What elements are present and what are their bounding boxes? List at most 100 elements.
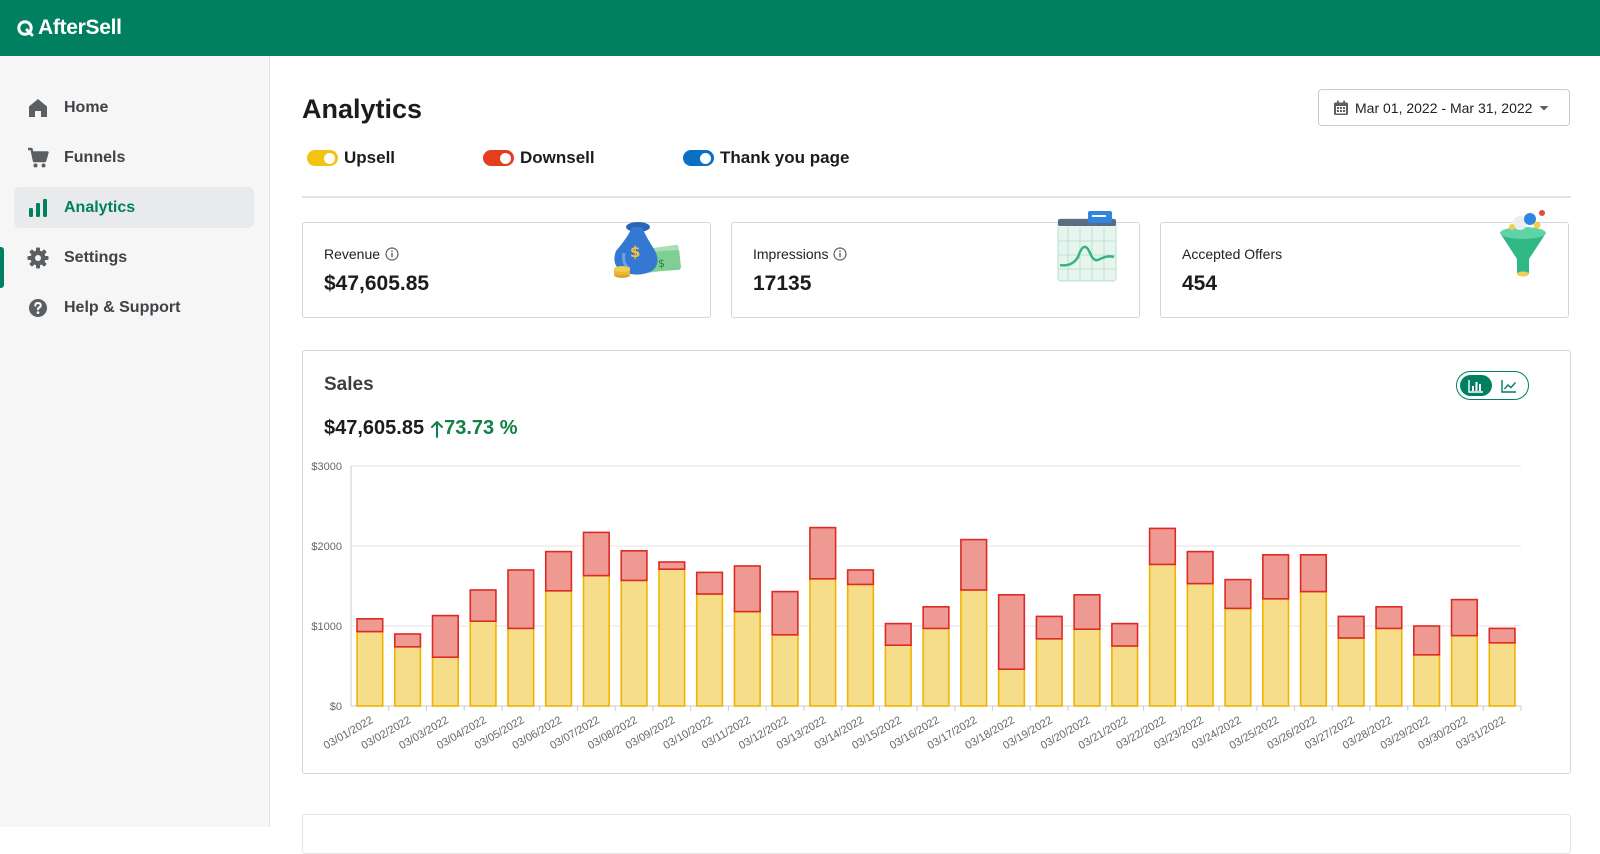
downsell-switch[interactable] [483, 150, 514, 166]
sidebar-item-analytics[interactable]: Analytics [14, 187, 254, 228]
bar-upsell [1375, 627, 1403, 707]
thank-you-page-toggle[interactable]: Thank you page [683, 148, 849, 168]
card-title: Impressions [753, 246, 848, 262]
active-indicator [0, 247, 4, 288]
app-name: AfterSell [38, 16, 122, 39]
info-icon[interactable] [833, 247, 848, 261]
svg-text:$: $ [658, 257, 665, 270]
bar-upsell [771, 633, 799, 707]
revenue-label: Revenue [324, 246, 381, 262]
main-content: Analytics Mar 01, 2022 - Mar 31, 2022 Up… [270, 56, 1600, 854]
money-bag-icon: $ $ [614, 222, 682, 278]
sales-summary: $47,605.85 73.73 % [324, 417, 518, 440]
sales-card: Sales $47,605.85 73.73 % $0 $1000 $2000 $30… [302, 350, 1571, 774]
revenue-card: Revenue $47,605.85 $ $ [302, 222, 711, 318]
bar-upsell [1299, 590, 1328, 707]
app-logo[interactable]: AfterSell [16, 16, 122, 40]
bar-downsell [1111, 622, 1139, 647]
downsell-toggle-label: Downsell [520, 148, 595, 167]
page-title: Analytics [302, 94, 423, 124]
impressions-value: 17135 [753, 272, 812, 295]
svg-text:$: $ [630, 243, 640, 261]
bar-upsell [582, 574, 610, 707]
bar-upsell [733, 610, 761, 707]
bar-downsell [884, 622, 912, 647]
bar-upsell [846, 583, 875, 707]
bar-downsell [507, 569, 535, 630]
section-divider [302, 196, 1571, 198]
sales-change-value: 73.73 % [444, 417, 518, 439]
question-circle-icon [26, 296, 50, 320]
bar-downsell [960, 538, 988, 591]
sales-total: $47,605.85 [324, 417, 425, 439]
bar-upsell [469, 620, 497, 707]
cart-icon [26, 146, 50, 170]
gear-icon [26, 246, 50, 270]
bar-view-button[interactable] [1460, 375, 1492, 396]
bar-upsell [997, 668, 1026, 707]
bar-downsell [733, 565, 761, 613]
bar-upsell [695, 593, 724, 707]
bar-downsell [1035, 615, 1063, 640]
bar-downsell [771, 590, 799, 636]
bar-upsell [620, 579, 648, 707]
bar-downsell [1337, 615, 1365, 639]
bar-upsell [431, 656, 459, 707]
downsell-toggle[interactable]: Downsell [483, 148, 595, 168]
bar-upsell [507, 627, 535, 707]
bar-downsell [582, 531, 610, 577]
bar-upsell [658, 568, 686, 707]
sidebar: Home Funnels Analytics Sett [0, 56, 270, 827]
bar-downsell [1148, 527, 1177, 566]
upsell-switch[interactable] [307, 150, 338, 166]
sidebar-item-label: Home [64, 98, 109, 116]
sidebar-item-home[interactable]: Home [14, 87, 254, 128]
bar-upsell [1035, 637, 1063, 707]
thank-you-page-toggle-label: Thank you page [720, 148, 850, 167]
revenue-value: $47,605.85 [324, 272, 430, 295]
bar-upsell [1337, 637, 1365, 707]
bar-downsell [846, 569, 875, 586]
impressions-card: Impressions 17135 [731, 211, 1140, 318]
sidebar-item-settings[interactable]: Settings [14, 237, 254, 278]
arrow-up-icon [431, 420, 444, 438]
sidebar-item-help-support[interactable]: Help & Support [14, 287, 254, 328]
chart-view-toggle[interactable] [1456, 371, 1529, 400]
bar-downsell [544, 550, 573, 592]
bar-downsell [695, 571, 724, 595]
bar-upsell [1413, 653, 1441, 707]
bar-upsell [393, 645, 422, 707]
date-range-picker[interactable]: Mar 01, 2022 - Mar 31, 2022 [1318, 89, 1570, 126]
logo-icon [17, 20, 34, 37]
bar-downsell [922, 606, 950, 630]
bar-upsell [544, 590, 573, 707]
bar-upsell [1111, 645, 1139, 707]
bar-downsell [1299, 554, 1328, 593]
bar-upsell [356, 630, 384, 707]
bar-downsell [393, 633, 422, 648]
bar-upsell [1186, 582, 1214, 707]
y-tick-label: $0 [330, 701, 342, 713]
bar-upsell [1148, 563, 1177, 707]
bar-downsell [1413, 625, 1441, 656]
bar-downsell [658, 561, 686, 570]
home-icon [26, 96, 50, 120]
upsell-toggle-label: Upsell [344, 148, 396, 167]
info-icon[interactable] [385, 247, 399, 261]
calendar-icon [1333, 100, 1349, 116]
sidebar-item-label: Analytics [64, 198, 136, 216]
line-chart-icon [1501, 379, 1517, 393]
sidebar-item-funnels[interactable]: Funnels [14, 137, 254, 178]
sales-change: 73.73 % [430, 417, 518, 440]
thank-you-page-switch[interactable] [683, 150, 714, 166]
bar-upsell [960, 589, 988, 707]
date-range-label: Mar 01, 2022 - Mar 31, 2022 [1355, 99, 1533, 116]
bar-downsell [1450, 598, 1479, 637]
upsell-toggle[interactable]: Upsell [307, 148, 395, 168]
line-view-button[interactable] [1493, 375, 1525, 396]
bar-upsell [884, 644, 912, 707]
bar-downsell [1224, 578, 1252, 610]
accepted-offers-value: 454 [1182, 272, 1218, 295]
bar-upsell [922, 627, 950, 707]
bar-upsell [1073, 628, 1101, 707]
